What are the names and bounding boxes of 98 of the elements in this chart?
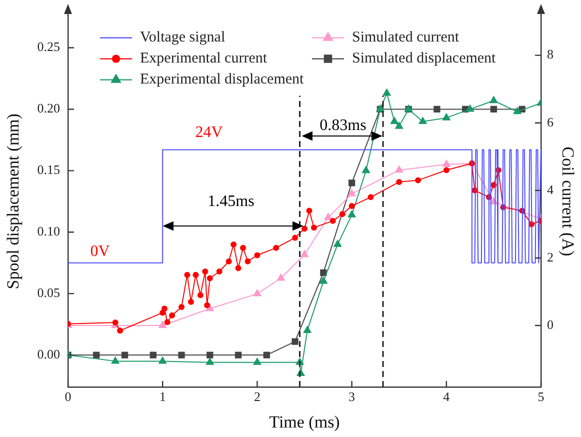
x-tick-label: 4 xyxy=(443,389,450,404)
annotation: 1.45ms xyxy=(208,193,254,210)
point xyxy=(178,304,185,310)
point xyxy=(415,177,422,184)
point xyxy=(348,180,356,186)
x-tick-label: 2 xyxy=(254,389,260,404)
point xyxy=(330,218,336,224)
y2-tick-label: 0 xyxy=(547,316,554,332)
point xyxy=(121,352,128,358)
point xyxy=(292,338,298,345)
x-tick-label: 3 xyxy=(348,389,356,404)
point xyxy=(206,358,214,365)
annotation: 0V xyxy=(90,243,110,260)
point xyxy=(273,244,280,251)
point xyxy=(362,166,370,174)
point xyxy=(395,122,404,129)
y-tick-label: 0.25 xyxy=(37,39,60,54)
x-axis-title: Time (ms) xyxy=(269,412,340,432)
legend-label: Voltage signal xyxy=(140,30,226,46)
point xyxy=(204,302,210,308)
legend-label: Simulated current xyxy=(352,30,460,46)
point xyxy=(303,326,312,333)
point xyxy=(253,289,262,296)
point xyxy=(418,117,427,124)
point xyxy=(235,265,242,272)
point xyxy=(466,104,474,112)
point xyxy=(434,106,440,113)
point xyxy=(334,240,342,247)
point xyxy=(320,269,327,276)
annotation: 0.83ms xyxy=(320,117,366,134)
point xyxy=(226,258,232,264)
point xyxy=(216,268,222,274)
point xyxy=(184,272,190,278)
y-axis-title: Spool displacement (mm) xyxy=(4,114,23,290)
x-tick-label: 1 xyxy=(159,389,166,404)
point xyxy=(339,211,346,218)
point xyxy=(93,352,100,358)
x-tick-label: 0 xyxy=(64,389,72,404)
y2-tick-label: 2 xyxy=(547,249,554,264)
point xyxy=(112,319,118,326)
point xyxy=(254,252,260,258)
point xyxy=(150,352,156,358)
y-tick-label: 0.15 xyxy=(37,162,60,178)
legend-label: Experimental displacement xyxy=(140,72,305,88)
y-tick-label: 0.05 xyxy=(37,285,60,300)
point xyxy=(164,319,170,326)
point xyxy=(111,356,120,364)
y-tick-label: 0.10 xyxy=(37,224,60,239)
point xyxy=(382,88,391,96)
point xyxy=(158,356,167,364)
point xyxy=(158,321,167,328)
point xyxy=(443,167,450,174)
point xyxy=(240,244,246,251)
legend-label: Experimental current xyxy=(140,50,268,67)
point xyxy=(197,292,204,298)
point xyxy=(513,107,522,114)
x-tick-label: 5 xyxy=(538,389,544,404)
point xyxy=(348,189,356,196)
y-tick-label: 0.20 xyxy=(37,100,60,116)
point xyxy=(206,352,214,358)
point xyxy=(302,226,308,232)
point xyxy=(161,306,168,312)
point xyxy=(368,194,374,200)
point xyxy=(306,208,312,214)
point xyxy=(490,96,498,104)
point xyxy=(202,268,208,274)
annotation: 24V xyxy=(195,124,224,142)
point xyxy=(178,352,185,358)
point xyxy=(324,212,332,220)
point xyxy=(442,160,450,167)
point xyxy=(276,274,285,281)
legend-label: Simulated displacement xyxy=(352,50,497,67)
point xyxy=(490,106,498,113)
point xyxy=(396,178,402,185)
point xyxy=(348,202,355,209)
point xyxy=(292,234,298,241)
point xyxy=(206,275,213,282)
point xyxy=(234,352,242,358)
point xyxy=(390,117,398,124)
point xyxy=(192,272,199,278)
y2-axis-title: Coil current (A) xyxy=(558,146,578,256)
y2-tick-label: 4 xyxy=(547,182,554,197)
point xyxy=(230,241,237,248)
point xyxy=(253,358,262,365)
point xyxy=(442,113,450,120)
point xyxy=(319,276,328,284)
point xyxy=(188,298,194,305)
point xyxy=(263,352,270,358)
point xyxy=(348,210,356,218)
point xyxy=(395,166,404,173)
point xyxy=(169,312,176,318)
y-tick-label: 0.00 xyxy=(37,346,60,362)
point xyxy=(117,328,124,334)
y2-tick-label: 8 xyxy=(547,46,554,62)
point xyxy=(244,258,251,264)
y2-tick-label: 6 xyxy=(547,114,554,130)
point xyxy=(310,224,317,231)
point xyxy=(300,250,308,258)
